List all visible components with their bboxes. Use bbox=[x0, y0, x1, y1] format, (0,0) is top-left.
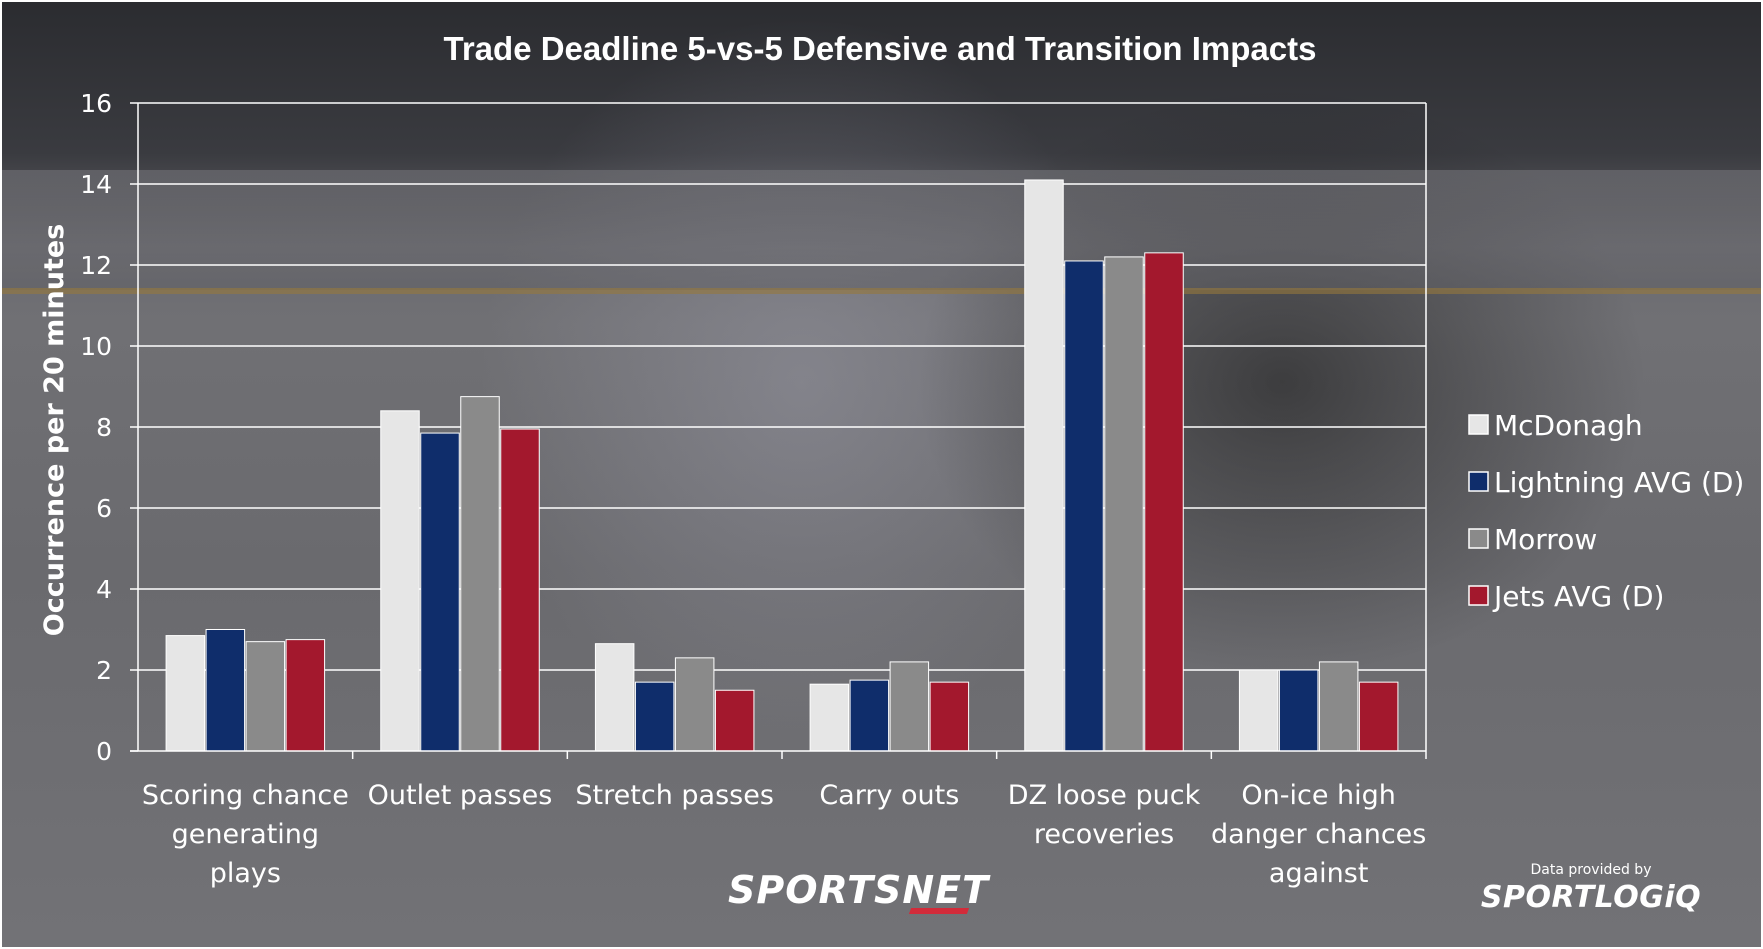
bar-lightning-avg-d bbox=[849, 679, 890, 752]
background-boards-line bbox=[2, 288, 1761, 294]
bar-mcdonagh bbox=[1238, 669, 1279, 752]
x-category-label: On-ice high bbox=[1241, 780, 1396, 811]
bar-jets-avg-d bbox=[714, 689, 755, 752]
bar-mcdonagh bbox=[809, 683, 850, 752]
background-boards bbox=[2, 170, 1761, 290]
bar-lightning-avg-d bbox=[205, 629, 246, 752]
x-category-label: Stretch passes bbox=[575, 780, 773, 811]
x-category-label: generating bbox=[172, 819, 319, 850]
bar-mcdonagh bbox=[165, 635, 206, 752]
bar-morrow bbox=[674, 657, 715, 752]
bar-morrow bbox=[889, 661, 930, 752]
credit-caption: Data provided by bbox=[1530, 862, 1652, 878]
chart-title: Trade Deadline 5-vs-5 Defensive and Tran… bbox=[444, 30, 1317, 67]
sportsnet-logo-text: SPORTSNET bbox=[728, 868, 990, 912]
x-category-label: DZ loose puck bbox=[1008, 780, 1201, 811]
bar-mcdonagh bbox=[380, 410, 420, 752]
bar-morrow bbox=[460, 396, 500, 752]
bar-jets-avg-d bbox=[929, 681, 970, 752]
x-category-labels: Scoring chance generating plays Outlet pass… bbox=[142, 780, 1427, 889]
bar-jets-avg-d bbox=[1144, 252, 1184, 752]
sportsnet-logo-swoosh bbox=[908, 908, 970, 914]
bar-mcdonagh bbox=[1024, 179, 1064, 752]
legend-label: Jets AVG (D) bbox=[1492, 580, 1664, 613]
axes bbox=[130, 102, 1427, 759]
bar-lightning-avg-d bbox=[420, 432, 460, 752]
legend-label: Morrow bbox=[1494, 523, 1597, 556]
legend-label: Lightning AVG (D) bbox=[1494, 466, 1744, 499]
bar-morrow bbox=[1104, 256, 1144, 752]
y-tick-label: 0 bbox=[96, 737, 112, 766]
x-category-label: danger chances bbox=[1211, 819, 1426, 850]
y-tick-label: 12 bbox=[80, 251, 112, 280]
y-tick-label: 10 bbox=[80, 332, 112, 361]
x-category-label: recoveries bbox=[1034, 819, 1174, 850]
x-category-label: against bbox=[1269, 858, 1369, 889]
bar-morrow bbox=[1318, 661, 1359, 752]
bar-mcdonagh bbox=[594, 643, 635, 752]
bar-morrow bbox=[245, 641, 286, 752]
legend-swatch bbox=[1468, 528, 1489, 549]
sportlogiq-logo: SPORTLOGiQ bbox=[1480, 880, 1702, 915]
data-credit: Data provided by SPORTLOGiQ bbox=[1476, 862, 1706, 915]
x-category-label: plays bbox=[210, 858, 281, 889]
legend-swatch bbox=[1468, 471, 1489, 492]
gridlines bbox=[138, 102, 1427, 751]
legend-swatch bbox=[1468, 414, 1489, 435]
bar-lightning-avg-d bbox=[1278, 669, 1319, 752]
y-axis-label: Occurrence per 20 minutes bbox=[39, 224, 70, 637]
y-tick-label: 8 bbox=[96, 413, 112, 442]
y-tick-label: 4 bbox=[96, 575, 112, 604]
sportsnet-logo: SPORTSNET bbox=[728, 868, 989, 912]
y-tick-label: 6 bbox=[96, 494, 112, 523]
legend-label: McDonagh bbox=[1494, 409, 1643, 442]
x-category-label: Carry outs bbox=[819, 780, 959, 811]
bar-jets-avg-d bbox=[1358, 681, 1399, 752]
y-tick-label: 16 bbox=[80, 89, 112, 118]
y-tick-label: 2 bbox=[96, 656, 112, 685]
y-tick-label: 14 bbox=[80, 170, 112, 199]
legend: McDonagh Lightning AVG (D) Morrow Jets AVG … bbox=[1468, 409, 1744, 613]
bar-jets-avg-d bbox=[500, 428, 540, 752]
legend-swatch bbox=[1468, 585, 1489, 606]
bar-jets-avg-d bbox=[285, 639, 326, 752]
bars bbox=[165, 179, 1399, 752]
bar-lightning-avg-d bbox=[1064, 260, 1104, 752]
x-category-label: Scoring chance bbox=[142, 780, 349, 811]
x-category-label: Outlet passes bbox=[368, 780, 553, 811]
bar-lightning-avg-d bbox=[634, 681, 675, 752]
y-tick-labels: 0 2 4 6 8 10 12 14 16 bbox=[80, 89, 112, 766]
